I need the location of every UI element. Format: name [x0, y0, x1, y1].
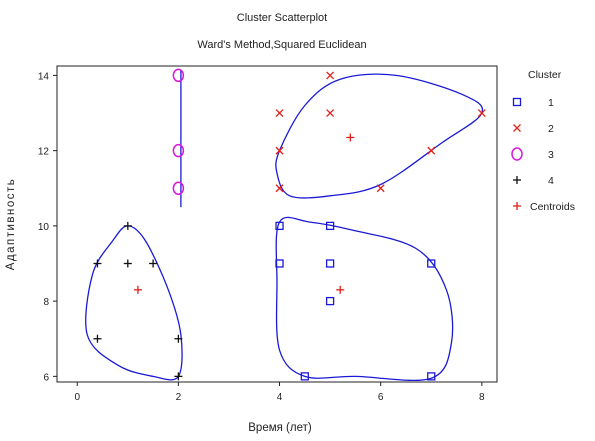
cluster-contour: [275, 216, 454, 381]
x-axis-title: Время (лет): [248, 422, 312, 434]
x-tick-label: 4: [277, 392, 283, 403]
cluster-1-point: [275, 259, 284, 268]
cluster-1-point: [427, 372, 436, 381]
marker-shape: [427, 259, 436, 268]
cluster-4-point: [174, 372, 183, 381]
legend-marker-4: [513, 176, 521, 184]
data-points: [93, 68, 486, 381]
x-tick-label: 8: [479, 392, 485, 403]
legend-label-3: 3: [548, 149, 554, 161]
legend-label-centroids: Centroids: [530, 201, 575, 213]
marker-shape: [325, 221, 335, 231]
marker-shape: [512, 97, 522, 107]
cluster-2-point: [427, 146, 436, 155]
legend-marker-3: [511, 147, 523, 161]
cluster-contour: [85, 225, 183, 381]
cluster-3-point: [172, 68, 185, 83]
cluster-4-point: [123, 259, 132, 268]
legend-marker-2: [513, 124, 521, 132]
cluster-2-point: [275, 109, 284, 117]
y-axis-title: Адаптивность: [5, 178, 17, 271]
marker-shape: [275, 109, 284, 117]
x-tick-label: 0: [74, 392, 80, 403]
marker-shape: [172, 68, 185, 83]
cluster-contour: [275, 73, 484, 199]
cluster-1-point: [325, 221, 335, 231]
marker-shape: [326, 71, 335, 80]
cluster-1-point: [325, 259, 335, 268]
marker-shape: [325, 259, 335, 268]
y-axis: 6 8 10 12 14: [38, 71, 57, 383]
chart-subtitle: Ward's Method,Squared Euclidean: [197, 39, 366, 51]
marker-shape: [376, 184, 385, 193]
legend-title: Cluster: [528, 69, 562, 81]
marker-shape: [275, 221, 284, 231]
legend-marker-1: [512, 97, 522, 107]
cluster-4-point: [93, 334, 102, 343]
legend-label-4: 4: [548, 175, 554, 187]
cluster-2-point: [275, 184, 284, 193]
marker-shape: [275, 184, 284, 193]
marker-shape: [326, 109, 335, 117]
cluster-1-point: [300, 372, 309, 381]
cluster-2-point: [477, 109, 486, 117]
cluster-1-point: [427, 259, 436, 268]
x-tick-label: 2: [176, 392, 182, 403]
marker-shape: [300, 372, 309, 381]
plot-frame: [56, 65, 498, 383]
x-axis: 0 2 4 6 8: [74, 382, 485, 403]
legend-marker-centroids: [513, 202, 521, 210]
chart-title: Cluster Scatterplot: [237, 12, 327, 24]
marker-shape: [172, 143, 185, 158]
cluster-3-point: [172, 181, 185, 196]
cluster-hulls: [85, 69, 484, 381]
cluster-2-point: [326, 71, 335, 80]
marker-shape: [427, 372, 436, 381]
marker-shape: [172, 181, 185, 196]
cluster-2-point: [275, 146, 284, 155]
cluster-2-point: [326, 109, 335, 117]
legend-label-1: 1: [548, 97, 554, 109]
marker-shape: [325, 296, 335, 306]
centroid-point: [336, 285, 345, 294]
y-tick-label: 6: [43, 372, 49, 383]
x-tick-label: 6: [378, 392, 384, 403]
cluster-3-point: [172, 143, 185, 158]
marker-shape: [477, 109, 486, 117]
cluster-4-point: [93, 259, 102, 268]
cluster-1-point: [325, 296, 335, 306]
legend: Cluster 1 2 3 4 Centroids: [511, 69, 575, 213]
cluster-4-point: [149, 259, 158, 268]
marker-shape: [427, 146, 436, 155]
marker-shape: [513, 124, 521, 132]
centroid-point: [133, 285, 142, 294]
marker-shape: [275, 259, 284, 268]
cluster-4-point: [123, 221, 132, 230]
cluster-4-point: [174, 334, 183, 343]
y-tick-label: 12: [38, 147, 50, 158]
marker-shape: [275, 146, 284, 155]
centroid-point: [346, 133, 355, 142]
y-tick-label: 8: [43, 297, 49, 308]
legend-label-2: 2: [548, 123, 554, 135]
cluster-1-point: [275, 221, 284, 231]
marker-shape: [511, 147, 523, 161]
y-tick-label: 14: [38, 71, 50, 82]
cluster-2-point: [376, 184, 385, 193]
y-tick-label: 10: [38, 222, 50, 233]
